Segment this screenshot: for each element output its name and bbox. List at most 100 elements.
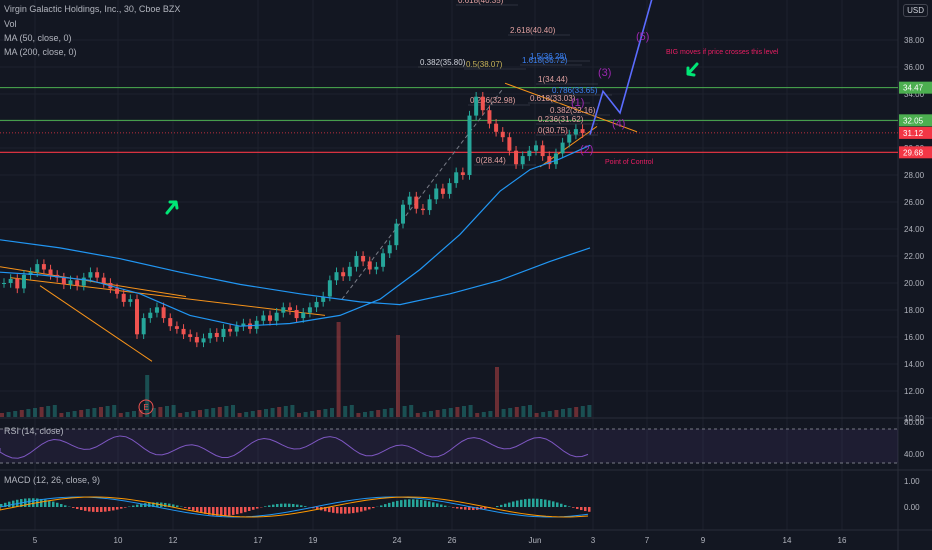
macd-hist-bar (264, 506, 267, 507)
volume-bar (290, 405, 295, 417)
down-arrow-icon (686, 62, 699, 77)
candle-body (560, 142, 565, 154)
macd-hist-bar (356, 507, 359, 513)
candle-body (141, 318, 146, 335)
x-tick-label: 12 (169, 536, 178, 545)
macd-hist-bar (316, 507, 319, 510)
candle-body (467, 115, 472, 175)
candle-body (221, 328, 226, 337)
ma200-line (0, 239, 591, 306)
macd-hist-bar (76, 507, 79, 510)
candle-body (540, 145, 545, 157)
macd-hist-bar (204, 507, 207, 514)
macd-hist-bar (556, 502, 559, 507)
volume-bar (6, 412, 11, 417)
candle-body (394, 223, 399, 246)
macd-hist-bar (360, 507, 363, 512)
ma200-legend: MA (200, close, 0) (4, 47, 77, 57)
symbol-title: Virgin Galactic Holdings, Inc., 30, Cboe… (4, 4, 181, 14)
macd-hist-bar (400, 500, 403, 507)
ma50-legend: MA (50, close, 0) (4, 33, 72, 43)
macd-hist-bar (244, 507, 247, 513)
candle-body (168, 318, 173, 327)
macd-hist-bar (220, 507, 223, 516)
macd-hist-bar (432, 502, 435, 507)
candle-body (460, 172, 465, 175)
candle-body (573, 129, 578, 135)
volume-bar (204, 409, 209, 417)
volume-bar (46, 406, 51, 417)
macd-hist-bar (440, 504, 443, 507)
price-tag (899, 81, 932, 94)
volume-bar (349, 405, 354, 417)
wave-label: (3) (598, 67, 611, 79)
macd-hist-bar (584, 507, 587, 512)
candle-body (420, 208, 425, 211)
macd-hist-bar (364, 507, 367, 511)
fib-label: 0(30.75) (538, 126, 568, 135)
candle-body (274, 312, 279, 321)
wave-label: (2) (580, 144, 593, 156)
macd-hist-bar (296, 504, 299, 507)
candle-body (347, 266, 352, 277)
volume-bar (19, 410, 24, 417)
macd-hist-bar (48, 500, 51, 507)
big-move-annotation: BIG moves if price crosses this level (666, 49, 779, 56)
signal-line (0, 496, 589, 518)
candle-body (35, 264, 40, 273)
volume-bar (495, 367, 499, 417)
volume-bar (316, 410, 321, 417)
candle-body (234, 326, 239, 332)
macd-hist-bar (112, 507, 115, 511)
macd-hist-bar (156, 502, 159, 507)
x-tick-label: 10 (114, 536, 123, 545)
macd-hist-bar (304, 506, 307, 507)
rsi-line (0, 435, 589, 459)
volume-bar (448, 408, 453, 417)
macd-tick-label: 0.00 (904, 503, 920, 512)
macd-hist-bar (412, 499, 415, 507)
up-arrow-icon (165, 200, 179, 215)
volume-bar (409, 405, 414, 417)
candle-body (334, 272, 339, 281)
macd-hist-bar (104, 507, 107, 512)
candle-body (88, 272, 93, 278)
y-tick-label: 38.00 (904, 36, 925, 45)
y-tick-label: 16.00 (904, 333, 925, 342)
macd-hist-bar (512, 501, 515, 507)
macd-hist-bar (176, 505, 179, 507)
volume-bar (52, 405, 57, 417)
macd-hist-bar (416, 499, 419, 507)
candle-body (454, 172, 459, 184)
macd-hist-bar (324, 507, 327, 512)
macd-hist-bar (280, 503, 283, 507)
price-tag-label: 31.12 (903, 129, 924, 138)
macd-hist-bar (216, 507, 219, 516)
currency-badge[interactable]: USD (903, 4, 928, 17)
volume-bar (455, 407, 460, 417)
macd-legend: MACD (12, 26, close, 9) (4, 475, 101, 485)
x-tick-label: 3 (591, 536, 596, 545)
volume-bar (191, 411, 196, 417)
volume-bar (514, 407, 519, 417)
macd-hist-bar (344, 507, 347, 514)
candle-body (401, 204, 405, 224)
volume-bar (178, 413, 183, 417)
volume-bar (132, 411, 136, 417)
y-tick-label: 34.00 (904, 90, 925, 99)
macd-hist-bar (240, 507, 243, 514)
candle-body (101, 277, 106, 283)
macd-hist-bar (248, 507, 251, 511)
macd-hist-bar (428, 501, 431, 507)
macd-hist-bar (192, 507, 195, 511)
macd-hist-bar (212, 507, 215, 516)
ma50-line (0, 144, 591, 327)
candle-body (534, 145, 538, 151)
volume-bar (343, 406, 348, 417)
volume-bar (534, 413, 539, 417)
x-tick-label: 24 (393, 536, 402, 545)
candle-body (440, 188, 445, 194)
candle-body (374, 266, 379, 270)
x-tick-label: 5 (33, 536, 38, 545)
